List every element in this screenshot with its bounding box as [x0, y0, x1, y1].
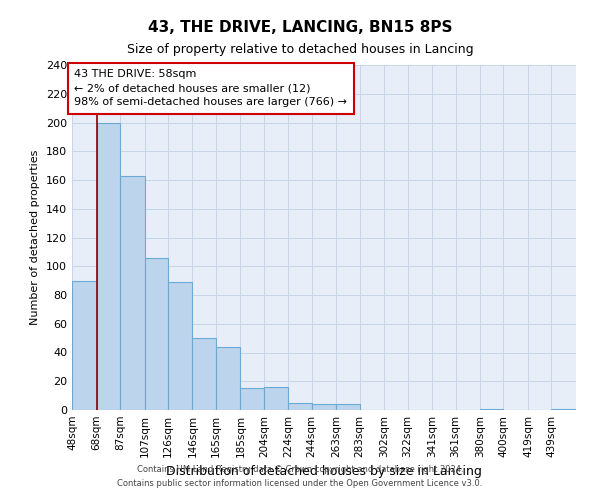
- Bar: [480, 408, 503, 410]
- Bar: [145, 258, 168, 410]
- Bar: [241, 388, 264, 410]
- Bar: [312, 404, 336, 410]
- Bar: [289, 403, 312, 410]
- Text: 43, THE DRIVE, LANCING, BN15 8PS: 43, THE DRIVE, LANCING, BN15 8PS: [148, 20, 452, 35]
- Bar: [193, 338, 216, 410]
- Y-axis label: Number of detached properties: Number of detached properties: [31, 150, 40, 325]
- Bar: [551, 408, 576, 410]
- Bar: [264, 387, 289, 410]
- Text: Contains HM Land Registry data © Crown copyright and database right 2024.
Contai: Contains HM Land Registry data © Crown c…: [118, 466, 482, 487]
- Text: 43 THE DRIVE: 58sqm
← 2% of detached houses are smaller (12)
98% of semi-detache: 43 THE DRIVE: 58sqm ← 2% of detached hou…: [74, 70, 347, 108]
- Text: Size of property relative to detached houses in Lancing: Size of property relative to detached ho…: [127, 42, 473, 56]
- Bar: [336, 404, 359, 410]
- Bar: [120, 176, 145, 410]
- Bar: [72, 280, 97, 410]
- Bar: [168, 282, 193, 410]
- Bar: [216, 347, 241, 410]
- Bar: [97, 122, 120, 410]
- X-axis label: Distribution of detached houses by size in Lancing: Distribution of detached houses by size …: [166, 466, 482, 478]
